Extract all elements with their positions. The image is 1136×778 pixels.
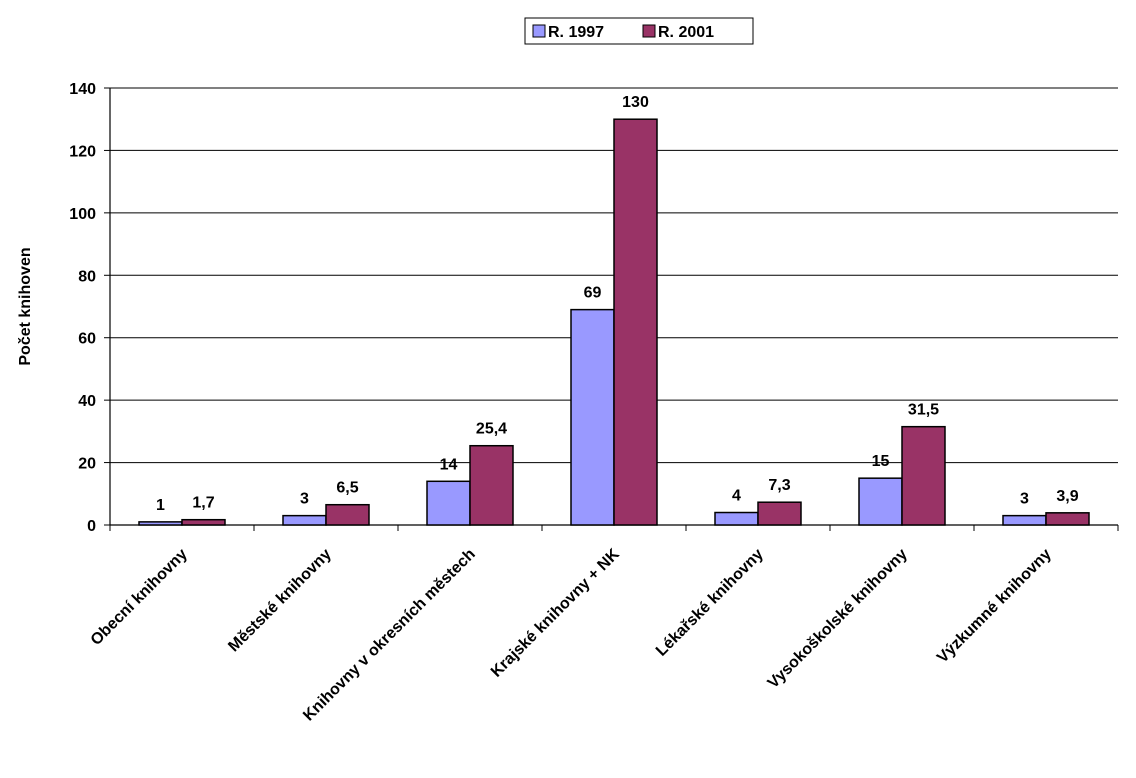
data-label-r1997-2: 14	[440, 456, 458, 473]
bar-r2001-6[interactable]	[1045, 512, 1090, 526]
bar-r2001-4[interactable]	[757, 501, 802, 526]
bar-r1997-4[interactable]	[714, 511, 759, 526]
data-label-r2001-1: 6,5	[336, 480, 358, 497]
y-axis-title: Počet knihoven	[17, 247, 34, 365]
category-label-4: Lékařské knihovny	[653, 546, 767, 660]
category-label-0: Obecní knihovny	[88, 546, 191, 649]
y-tick-label-1: 20	[78, 456, 96, 473]
legend-label-1: R. 2001	[658, 24, 714, 41]
bar-r1997-5[interactable]	[858, 477, 903, 526]
y-tick-label-2: 40	[78, 393, 96, 410]
data-label-r2001-6: 3,9	[1056, 488, 1078, 505]
bar-r2001-2[interactable]	[469, 444, 514, 526]
bar-r1997-0[interactable]	[138, 521, 183, 526]
data-label-r2001-0: 1,7	[192, 495, 214, 512]
legend-label-0: R. 1997	[548, 24, 604, 41]
category-label-2: Knihovny v okresních městech	[300, 546, 479, 725]
data-label-r1997-4: 4	[732, 488, 741, 505]
data-label-r2001-3: 130	[622, 94, 649, 111]
data-label-r1997-5: 15	[872, 453, 890, 470]
legend-swatch-0	[532, 24, 546, 38]
data-label-r1997-1: 3	[300, 491, 309, 508]
bar-r1997-1[interactable]	[282, 514, 327, 526]
bar-r2001-5[interactable]	[901, 425, 946, 526]
data-label-r1997-6: 3	[1020, 491, 1029, 508]
data-label-r2001-4: 7,3	[768, 477, 790, 494]
data-label-r2001-2: 25,4	[476, 421, 507, 438]
y-tick-label-6: 120	[69, 143, 96, 160]
y-tick-label-7: 140	[69, 81, 96, 98]
category-label-6: Výzkumné knihovny	[934, 546, 1055, 667]
bar-r2001-0[interactable]	[181, 518, 226, 526]
y-tick-label-3: 60	[78, 331, 96, 348]
bar-r2001-3[interactable]	[613, 118, 658, 526]
category-label-1: Městské knihovny	[225, 546, 335, 656]
category-label-5: Vysokoškolské knihovny	[765, 546, 911, 692]
y-tick-label-5: 100	[69, 206, 96, 223]
bar-r1997-6[interactable]	[1002, 514, 1047, 526]
data-label-r1997-3: 69	[584, 285, 602, 302]
y-tick-label-0: 0	[87, 518, 96, 535]
bar-r2001-1[interactable]	[325, 503, 370, 526]
legend-swatch-1	[642, 24, 656, 38]
y-tick-label-4: 80	[78, 268, 96, 285]
category-label-3: Krajské knihovny + NK	[488, 545, 623, 680]
bar-r1997-2[interactable]	[426, 480, 471, 526]
bar-r1997-3[interactable]	[570, 308, 615, 526]
data-label-r2001-5: 31,5	[908, 402, 939, 419]
legend-box	[524, 17, 754, 45]
data-label-r1997-0: 1	[156, 497, 165, 514]
